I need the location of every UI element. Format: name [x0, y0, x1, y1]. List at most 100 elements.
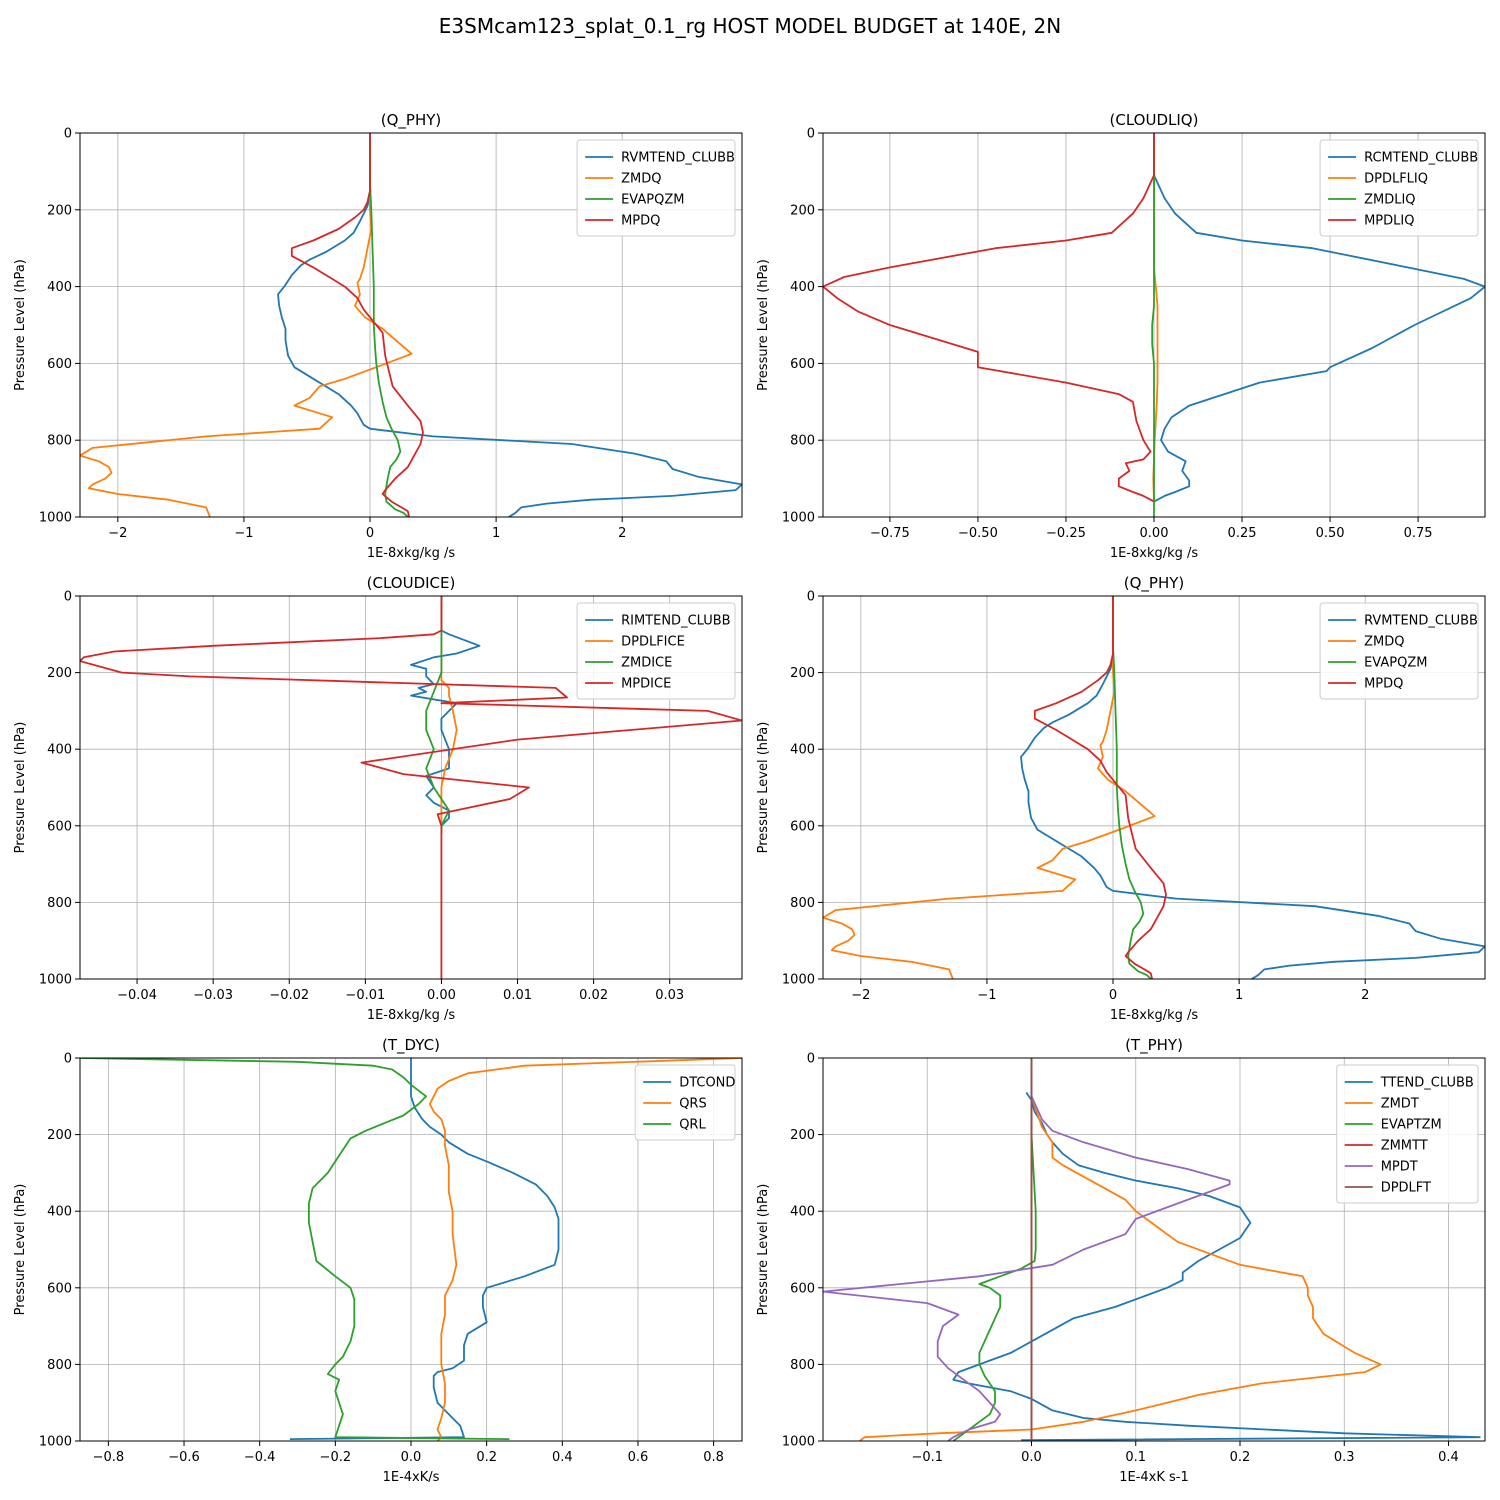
chart-panel-5: −0.8 −0.6 −0.4 −0.2 0.0 0.2 0.4 0.6 0.8 0 200 400 60… [13, 1036, 743, 1485]
y-tick-label: 800 [790, 896, 815, 911]
x-tick-label: 0.2 [1230, 1450, 1251, 1465]
x-axis-label: 1E-8xkg/kg /s [367, 1008, 456, 1023]
plot-frame [79, 595, 743, 980]
x-tick-label: 0.01 [503, 988, 532, 1003]
legend-label: EVAPQZM [1364, 656, 1427, 671]
legend: RVMTEND_CLUBB ZMDQ EVAPQZM MPDQ [1319, 602, 1479, 700]
series-line-mpdice [80, 596, 742, 979]
x-tick-label: 0 [366, 526, 374, 541]
x-tick-label: −2 [851, 988, 870, 1003]
legend-label: QRS [679, 1097, 707, 1112]
y-tick-label: 200 [790, 203, 815, 218]
x-tick-label: 0.4 [552, 1450, 573, 1465]
legend-label: RIMTEND_CLUBB [621, 614, 731, 629]
series-line-qrl [80, 1058, 510, 1440]
legend: RCMTEND_CLUBB DPDLFLIQ ZMDLIQ MPDLIQ [1319, 139, 1479, 237]
x-tick-label: 0.3 [1334, 1450, 1355, 1465]
y-tick-label: 200 [47, 1128, 72, 1143]
legend-box [1336, 1064, 1479, 1204]
y-tick-label: 0 [807, 590, 815, 605]
x-tick-label: 0.4 [1438, 1450, 1459, 1465]
x-tick-label: 2 [1361, 988, 1369, 1003]
x-tick-label: −0.2 [320, 1450, 352, 1465]
chart-title: (T_PHY) [1125, 1036, 1183, 1055]
legend-box [576, 139, 736, 237]
legend-box [634, 1064, 736, 1141]
x-tick-label: −0.01 [345, 988, 385, 1003]
y-tick-label: 0 [64, 127, 72, 142]
y-axis-label: Pressure Level (hPa) [13, 259, 28, 391]
series-line-qrs [428, 1058, 742, 1441]
series-line-rvmtend-clubb [277, 133, 742, 517]
x-tick-label: 0.6 [628, 1450, 649, 1465]
series-line-rcmtend-clubb [1153, 133, 1485, 503]
series-line-mpdt [823, 1058, 1231, 1441]
series-line-zmdliq [1151, 133, 1155, 517]
x-tick-label: 1 [492, 526, 500, 541]
legend: RVMTEND_CLUBB ZMDQ EVAPQZM MPDQ [576, 139, 736, 237]
legend-label: QRL [679, 1118, 706, 1133]
y-tick-label: 400 [790, 743, 815, 758]
x-tick-label: 2 [618, 526, 626, 541]
y-tick-label: 1000 [39, 1435, 72, 1450]
series-line-zmdt [858, 1058, 1382, 1441]
chart-panel-4: −2 −1 0 1 2 0 200 400 600 800 1000 (Q_PHY) 1E-8xkg/k… [756, 574, 1486, 1023]
x-tick-label: −0.04 [117, 988, 157, 1003]
y-tick-label: 1000 [782, 973, 815, 988]
chart-title: (CLOUDLIQ) [1110, 111, 1199, 129]
x-tick-label: −1 [977, 988, 996, 1003]
y-tick-label: 600 [47, 819, 72, 834]
y-tick-label: 200 [47, 203, 72, 218]
legend: RIMTEND_CLUBB DPDLFICE ZMDICE MPDICE [576, 602, 736, 700]
y-tick-label: 600 [790, 1281, 815, 1296]
y-tick-label: 1000 [782, 1435, 815, 1450]
x-tick-label: −2 [108, 526, 127, 541]
series-line-zmdq [823, 596, 1156, 979]
legend: DTCOND QRS QRL [634, 1064, 736, 1141]
y-tick-label: 800 [790, 434, 815, 449]
x-tick-label: −0.8 [93, 1450, 125, 1465]
legend-label: RVMTEND_CLUBB [621, 151, 735, 166]
x-tick-label: 0.0 [401, 1450, 422, 1465]
x-tick-label: 0.1 [1125, 1450, 1146, 1465]
x-tick-label: −0.6 [168, 1450, 200, 1465]
x-tick-label: 0.02 [579, 988, 608, 1003]
x-tick-label: 0.2 [476, 1450, 497, 1465]
legend-label: MPDQ [621, 214, 660, 229]
x-tick-label: 0 [1109, 988, 1117, 1003]
x-tick-label: −1 [234, 526, 253, 541]
y-tick-label: 0 [64, 1052, 72, 1067]
x-tick-label: −0.75 [870, 526, 910, 541]
legend-label: MPDT [1381, 1160, 1418, 1175]
y-tick-label: 400 [47, 743, 72, 758]
x-axis-label: 1E-8xkg/kg /s [1110, 1008, 1199, 1023]
x-tick-label: 0.00 [427, 988, 456, 1003]
y-tick-label: 1000 [782, 511, 815, 526]
y-tick-label: 400 [790, 1205, 815, 1220]
legend-label: RCMTEND_CLUBB [1364, 151, 1478, 166]
legend-label: EVAPQZM [621, 193, 684, 208]
legend-box [1319, 602, 1479, 700]
series-line-evaptzm [952, 1058, 1037, 1441]
legend-label: MPDICE [621, 677, 671, 692]
x-axis-label: 1E-8xkg/kg /s [1110, 546, 1199, 561]
plot-frame [822, 595, 1486, 980]
chart-panel-1: −2 −1 0 1 2 0 200 400 600 800 1000 (Q_PHY) 1E-8xkg/k… [13, 111, 743, 561]
legend-label: ZMDQ [1364, 635, 1404, 650]
legend-label: DTCOND [679, 1076, 735, 1091]
chart-title: (CLOUDICE) [367, 574, 456, 592]
legend-box [1319, 139, 1479, 237]
x-tick-label: 0.25 [1228, 526, 1257, 541]
x-tick-label: −0.4 [244, 1450, 276, 1465]
y-tick-label: 600 [47, 357, 72, 372]
legend-label: ZMDLIQ [1364, 193, 1415, 208]
y-tick-label: 800 [47, 1358, 72, 1373]
x-tick-label: −0.1 [911, 1450, 943, 1465]
series-line-dpdlfice [440, 596, 458, 826]
legend-label: DPDLFLIQ [1364, 172, 1428, 187]
y-tick-label: 0 [64, 590, 72, 605]
series-line-mpdq [1033, 596, 1167, 979]
legend-label: MPDLIQ [1364, 214, 1414, 229]
x-tick-label: 0.03 [655, 988, 684, 1003]
